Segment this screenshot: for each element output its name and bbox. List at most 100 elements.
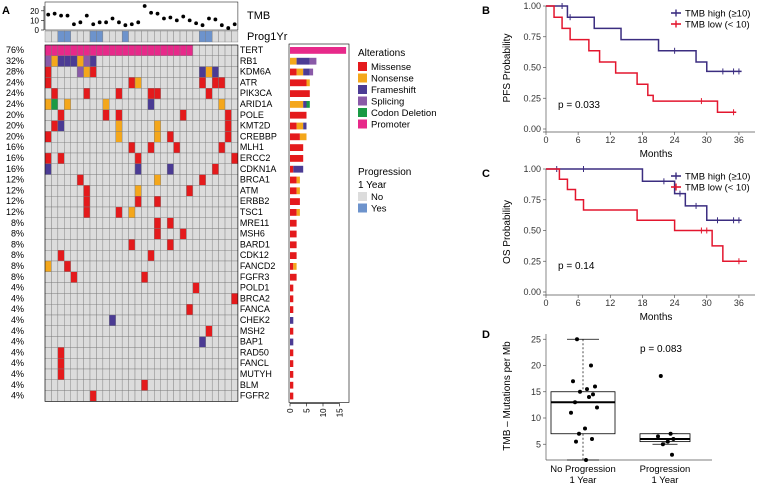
gene-percent: 8% [11,250,24,260]
gene-count-bar [290,360,294,367]
mutation-cell [128,174,136,186]
mutation-cell [51,141,59,154]
mutation-cell [141,98,149,111]
gene-count-bar [293,263,297,270]
mutation-cell [83,228,91,240]
mutation-cell [218,55,226,67]
mutation-cell [205,379,213,391]
mutation-cell [51,163,59,175]
mutation-cell [109,163,116,175]
mutation-cell [83,120,91,132]
mutation-cell [76,228,84,240]
km-y-tick-label: 0.50 [523,63,541,73]
mutation-cell [205,293,213,305]
mutation-cell [44,379,52,391]
mutation-cell [83,260,91,273]
mutation-cell [89,98,97,111]
mutation-cell [134,325,142,337]
mutation-cell [96,228,104,240]
mutation-cell [115,77,123,89]
mutation-cell [179,217,187,229]
mutation-cell [70,206,78,219]
gene-count-bar [299,133,307,141]
mutation-cell [76,98,84,111]
mutation-cell [121,358,129,370]
mutation-cell [218,44,226,57]
mutation-cell [134,44,142,57]
mutation-cell [57,120,65,132]
gene-percent: 8% [11,239,24,249]
mutation-cell [57,141,65,154]
mutation-cell [96,217,104,229]
mutation-cell [57,98,65,111]
mutation-cell [160,390,168,402]
mutation-cell [179,379,187,391]
tmb-dot [59,13,63,18]
mutation-cell [173,66,181,78]
mutation-cell [199,358,206,370]
gene-name: FANCA [240,304,270,314]
gene-name: BRCA1 [240,175,270,185]
box-y-label: TMB – Mutations per Mb [502,341,513,451]
mutation-cell [109,98,116,111]
mutation-cell [115,293,123,305]
mutation-cell [186,120,194,132]
gene-name: TERT [240,45,264,55]
mutation-cell [115,304,123,316]
mutation-cell [199,368,206,381]
mutation-cell [121,217,129,229]
mutation-cell [134,120,142,132]
gene-count-bar [296,187,300,195]
mutation-cell [134,163,142,175]
gene-percent: 16% [6,153,24,163]
gene-percent: 8% [11,229,24,239]
mutation-cell [166,347,174,359]
mutation-cell [115,358,123,370]
mutation-cell [70,282,78,294]
mutation-cell [70,87,78,100]
box-point [660,442,665,447]
mutation-cell [192,336,200,348]
mutation-cell [186,195,194,208]
mutation-cell [218,131,226,143]
mutation-cell [218,163,226,175]
mutation-cell [83,185,91,197]
mutation-cell [173,55,181,67]
mutation-cell [44,163,52,175]
mutation-cell [192,282,200,294]
mutation-cell [51,66,59,78]
mutation-cell [192,260,200,273]
mutation-cell [205,44,213,57]
mutation-cell [102,152,110,165]
mutation-cell [211,390,219,402]
mutation-cell [173,87,181,100]
mutation-cell [121,163,129,175]
gene-count-bar [290,122,297,130]
mutation-cell [154,131,161,143]
mutation-cell [128,293,136,305]
mutation-cell [141,152,149,165]
mutation-cell [57,217,65,229]
mutation-cell [109,217,116,229]
mutation-cell [51,325,59,337]
mutation-cell [44,249,52,262]
mutation-cell [115,87,123,100]
mutation-cell [51,195,59,208]
mutation-cell [211,174,219,186]
mutation-cell [57,66,65,78]
mutation-cell [166,206,174,219]
mutation-cell [154,239,161,251]
gene-count-bar [309,68,314,76]
gene-count-bar [290,338,294,346]
mutation-cell [70,368,78,381]
mutation-cell [231,314,239,327]
mutation-cell [44,336,52,348]
mutation-cell [141,347,149,359]
mutation-cell [205,109,213,121]
mutation-cell [224,271,232,283]
mutation-cell [154,66,161,78]
mutation-cell [64,131,71,143]
mutation-cell [199,98,206,111]
mutation-cell [83,347,91,359]
mutation-cell [70,314,78,327]
